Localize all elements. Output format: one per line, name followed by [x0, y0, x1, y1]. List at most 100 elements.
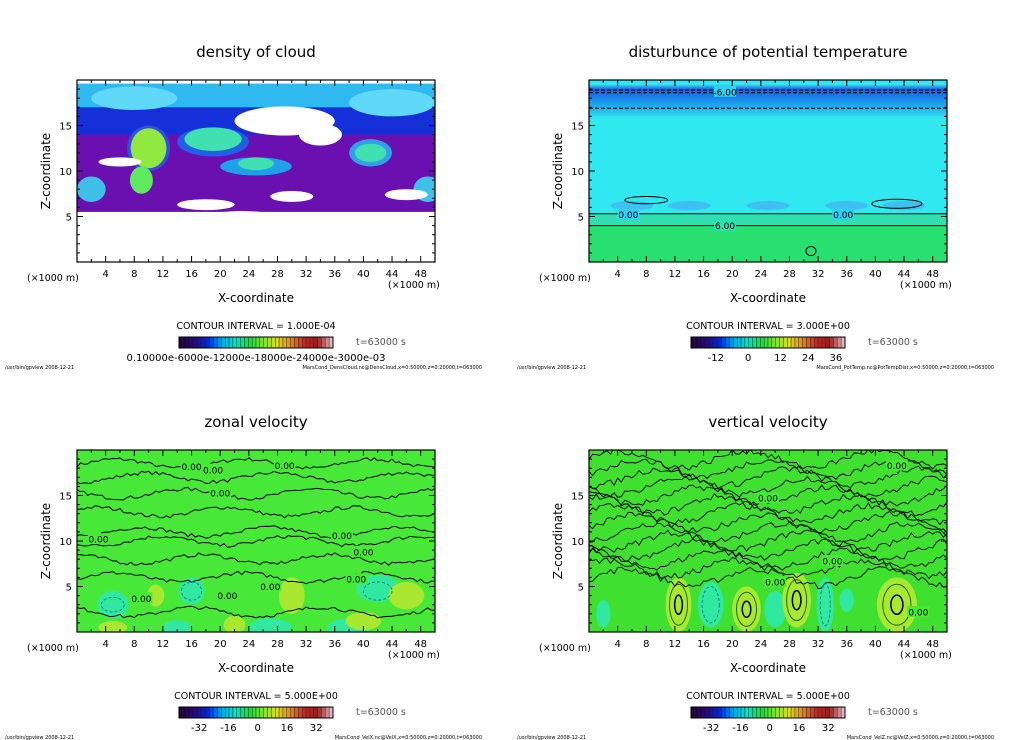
colorbar-swatch	[702, 706, 707, 719]
colorbar-swatch	[717, 336, 722, 349]
colorbar-swatch	[802, 706, 807, 719]
contour-line	[589, 566, 947, 590]
colorbar-swatch	[783, 706, 788, 719]
footer-right: MarsCond_DensCloud.nc@DensCloud,x=0:5000…	[303, 365, 482, 371]
colorbar-swatch	[767, 706, 773, 719]
colorbar-swatch	[209, 336, 214, 349]
colorbar-swatch	[263, 336, 268, 349]
colorbar-swatch	[182, 706, 187, 719]
contour-loop	[668, 583, 689, 626]
colorbar-swatch	[825, 706, 830, 719]
colorbar-swatch	[821, 706, 826, 719]
colorbar-swatch	[236, 706, 241, 719]
field-blob	[349, 89, 435, 117]
u-negative-cell	[248, 618, 292, 632]
colorbar-swatch	[840, 706, 846, 719]
colorbar-tick-label: -16	[732, 723, 748, 734]
x-tick-label: 32	[812, 639, 825, 650]
contour-line	[589, 538, 947, 562]
colorbar-swatch	[317, 706, 322, 719]
y-axis-label: Z-coordinate	[551, 133, 565, 209]
x-tick-label: 20	[726, 639, 739, 650]
contour-label-bg	[352, 545, 375, 557]
contour-line	[77, 457, 435, 470]
x-tick-label: 44	[386, 269, 399, 280]
colorbar-swatch	[748, 706, 753, 719]
colorbar-swatch	[817, 336, 823, 349]
colorbar-swatch	[236, 336, 241, 349]
contour-loop	[805, 246, 817, 257]
colorbar-tick-label: 36	[830, 353, 843, 364]
contour-label: 0.00	[822, 558, 842, 568]
colorbar-swatch	[232, 706, 237, 719]
w-downdraft	[816, 577, 834, 632]
colorbar-swatch	[275, 706, 280, 719]
time-label: t=63000 s	[356, 707, 406, 718]
contour-loop	[624, 195, 669, 205]
contour-label-bg	[130, 592, 153, 604]
colorbar-tick-label: -16	[220, 723, 236, 734]
colorbar-swatch	[267, 706, 272, 719]
colorbar-swatch	[294, 706, 299, 719]
colorbar-swatch	[182, 336, 187, 349]
x-tick-label: 40	[869, 269, 882, 280]
x-tick-label: 36	[328, 639, 341, 650]
colorbar-swatch	[756, 336, 761, 349]
contour-label: 0.00	[203, 467, 223, 477]
y-tick-label: 15	[571, 492, 584, 503]
colorbar-swatch	[194, 336, 199, 349]
y-tick-label: 10	[59, 537, 72, 548]
colorbar-swatch	[302, 336, 307, 349]
x-tick-label: 16	[185, 639, 198, 650]
panel-u: 0.00 0.00 0.000.000.00 0.000.000.000.00 0.00…	[5, 413, 482, 740]
colorbar-swatch	[259, 706, 264, 719]
panel-title: zonal velocity	[204, 413, 307, 431]
contour-loop	[871, 198, 923, 209]
contour-line	[77, 486, 435, 501]
field-blob	[667, 201, 711, 211]
cloud-clear-lower	[77, 211, 435, 262]
colorbar-swatch	[744, 706, 749, 719]
contour-line	[77, 570, 435, 585]
colorbar-swatch	[244, 336, 249, 349]
cloud-clear-patch	[270, 191, 314, 202]
colorbar-swatch	[740, 706, 746, 719]
colorbar-swatch	[321, 336, 326, 349]
colorbar-swatch	[713, 706, 719, 719]
contour-label-bg	[617, 208, 640, 220]
colorbar-swatch	[736, 706, 742, 719]
colorbar-swatch	[713, 336, 719, 349]
colorbar-swatch	[317, 336, 322, 349]
contour-label: -6.00	[713, 88, 737, 98]
field-cloud	[77, 80, 435, 262]
colorbar-swatch	[837, 706, 842, 719]
colorbar-swatch	[775, 706, 780, 719]
cloud-clear-patch	[98, 157, 142, 167]
x-tick-label: 28	[783, 639, 796, 650]
colorbar-swatch	[760, 336, 765, 349]
colorbar-swatch	[313, 336, 318, 349]
colorbar-swatch	[706, 336, 711, 349]
colorbar-swatch	[232, 336, 237, 349]
colorbar-swatch	[186, 336, 191, 349]
contour-line	[589, 521, 947, 543]
panel-title: density of cloud	[196, 43, 316, 61]
y-tick-label: 10	[571, 167, 584, 178]
cloud-clear-patch	[384, 189, 428, 201]
x-unit-right: (×1000 m)	[388, 280, 440, 291]
colorbar-swatch	[321, 706, 326, 719]
colorbar-swatch	[309, 336, 314, 349]
contour-line	[589, 510, 947, 534]
colorbar-swatch	[325, 706, 330, 719]
colorbar-swatch	[302, 706, 307, 719]
x-unit-left: (×1000 m)	[27, 273, 79, 284]
colorbar-swatch	[721, 706, 726, 719]
colorbar-swatch	[837, 336, 842, 349]
time-label: t=63000 s	[868, 337, 918, 348]
colorbar-swatch	[328, 336, 334, 349]
contour-label-bg	[714, 85, 737, 97]
colorbar-swatch	[744, 336, 749, 349]
colorbar-swatch	[205, 706, 210, 719]
colorbar-swatch	[194, 706, 199, 719]
